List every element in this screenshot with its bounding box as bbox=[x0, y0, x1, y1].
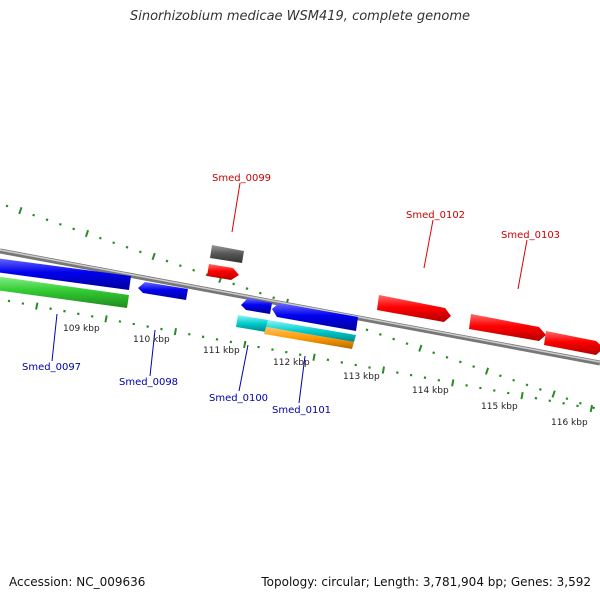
outer-ring-minor-tick bbox=[392, 337, 396, 341]
outer-ring-minor-tick bbox=[525, 383, 529, 387]
outer-ring-minor-tick bbox=[578, 401, 582, 405]
leader-line-smed-0099 bbox=[231, 182, 241, 233]
outer-ring-minor-tick bbox=[512, 378, 516, 382]
outer-ring-minor-tick bbox=[178, 264, 182, 268]
inner-ring-major-tick bbox=[381, 366, 385, 374]
scale-label-112: 112 kbp bbox=[273, 358, 310, 368]
leader-line-smed-0103 bbox=[517, 239, 528, 290]
outer-ring-minor-tick bbox=[125, 245, 129, 249]
outer-ring-minor-tick bbox=[258, 291, 262, 295]
inner-ring-major-tick bbox=[520, 392, 524, 400]
gene-arrow-smed-0098[interactable] bbox=[138, 282, 188, 300]
gene-label-smed-0101[interactable]: Smed_0101 bbox=[272, 405, 331, 416]
outer-ring-minor-tick bbox=[405, 342, 409, 346]
rna-feature-green[interactable] bbox=[0, 276, 129, 308]
outer-ring-minor-tick bbox=[5, 204, 9, 208]
topology-summary: Topology: circular; Length: 3,781,904 bp… bbox=[261, 575, 591, 589]
cyan-feature-block[interactable] bbox=[266, 320, 356, 342]
orange-feature-block[interactable] bbox=[264, 327, 354, 349]
gene-arrow-smed-0101[interactable] bbox=[272, 303, 358, 331]
outer-ring-minor-tick bbox=[538, 388, 542, 391]
outer-ring-minor-tick bbox=[45, 218, 49, 222]
inner-ring-major-tick bbox=[173, 328, 177, 336]
outer-ring-minor-tick bbox=[72, 227, 76, 231]
outer-ring-minor-tick bbox=[98, 236, 102, 240]
scale-label-114: 114 kbp bbox=[412, 386, 449, 396]
scale-label-111: 111 kbp bbox=[203, 346, 240, 356]
inner-ring-major-tick bbox=[243, 340, 247, 349]
outer-ring-major-tick bbox=[551, 390, 556, 398]
outer-ring-major-tick bbox=[151, 252, 156, 261]
outer-ring-minor-tick bbox=[365, 328, 369, 332]
outer-ring-minor-tick bbox=[232, 282, 236, 286]
cyan-feature-block-left[interactable] bbox=[236, 315, 268, 332]
outer-ring-major-tick bbox=[484, 367, 490, 375]
leader-line-smed-0098 bbox=[149, 329, 156, 377]
leader-line-smed-0097 bbox=[51, 313, 58, 362]
scale-label-109: 109 kbp bbox=[63, 324, 100, 334]
inner-ring-major-tick bbox=[589, 404, 593, 413]
outer-ring-major-tick bbox=[418, 344, 423, 352]
gene-label-smed-0098[interactable]: Smed_0098 bbox=[119, 377, 178, 388]
inner-ring-major-tick bbox=[451, 379, 455, 387]
outer-ring-minor-tick bbox=[58, 222, 62, 226]
genome-backbone-highlight bbox=[0, 249, 600, 363]
outer-ring-minor-tick bbox=[592, 406, 596, 410]
inner-ring-major-tick bbox=[312, 353, 316, 361]
outer-ring-minor-tick bbox=[205, 273, 209, 277]
leader-line-smed-0100 bbox=[238, 344, 249, 392]
outer-ring-major-tick bbox=[18, 206, 23, 215]
outer-ring-minor-tick bbox=[165, 259, 169, 263]
gene-label-smed-0099[interactable]: Smed_0099 bbox=[212, 173, 271, 184]
outer-ring-minor-tick bbox=[138, 250, 142, 254]
leader-line-smed-0102 bbox=[423, 219, 434, 269]
scale-label-113: 113 kbp bbox=[343, 372, 380, 382]
gene-arrow-smed-0096[interactable] bbox=[0, 258, 131, 290]
outer-ring-minor-tick bbox=[192, 268, 196, 272]
scale-label-110: 110 kbp bbox=[133, 335, 170, 345]
outer-ring-minor-tick bbox=[498, 374, 502, 378]
outer-ring-minor-tick bbox=[472, 365, 476, 368]
gene-label-smed-0100[interactable]: Smed_0100 bbox=[209, 393, 268, 404]
outer-ring-minor-tick bbox=[445, 355, 449, 359]
gene-arrow-smed-0099[interactable] bbox=[207, 264, 239, 280]
accession-label: Accession: NC_009636 bbox=[9, 575, 146, 589]
gene-arrow-smed-0103[interactable] bbox=[469, 314, 546, 341]
outer-ring-minor-tick bbox=[272, 296, 276, 300]
scale-label-116: 116 kbp bbox=[551, 418, 588, 428]
outer-ring-minor-tick bbox=[378, 333, 382, 336]
outer-ring-minor-tick bbox=[432, 351, 436, 355]
gene-label-smed-0097[interactable]: Smed_0097 bbox=[22, 362, 81, 373]
genome-title: Sinorhizobium medicae WSM419, complete g… bbox=[129, 9, 471, 24]
inner-ring-major-tick bbox=[35, 302, 39, 310]
scale-label-115: 115 kbp bbox=[481, 402, 518, 412]
gene-arrow-smed-0100[interactable] bbox=[241, 298, 272, 314]
outer-ring-minor-tick bbox=[32, 213, 36, 217]
outer-ring-minor-tick bbox=[565, 397, 569, 401]
gene-arrow-smed-0102[interactable] bbox=[377, 295, 451, 322]
gene-arrow-smed-0104[interactable] bbox=[544, 331, 600, 355]
outer-ring-minor-tick bbox=[112, 241, 116, 245]
inner-tick-ring bbox=[7, 299, 593, 413]
inner-ring-major-tick bbox=[104, 315, 108, 323]
outer-ring-minor-tick bbox=[245, 287, 249, 290]
gene-label-smed-0102[interactable]: Smed_0102 bbox=[406, 210, 465, 221]
leader-line-smed-0101 bbox=[298, 355, 306, 404]
gray-feature-block[interactable] bbox=[210, 245, 244, 263]
gene-label-smed-0103[interactable]: Smed_0103 bbox=[501, 230, 560, 241]
outer-ring-minor-tick bbox=[458, 360, 462, 364]
outer-ring-major-tick bbox=[84, 229, 90, 238]
